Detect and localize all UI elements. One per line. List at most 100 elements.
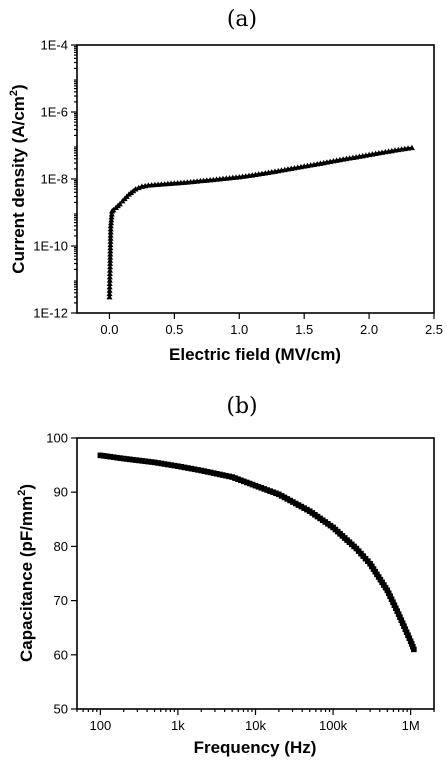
panel-a-y-axis-title-main: Current density (A/cm (9, 96, 28, 274)
panel-b: (b) 100 1k 10k 100k 1M 50 60 70 80 90 100 Frequenc… (16, 394, 435, 757)
panel-b-data-marker (155, 460, 161, 466)
panel-b-data-marker (284, 496, 291, 502)
panel-b-data-marker (403, 629, 410, 636)
panel-b-data-marker (267, 488, 273, 494)
panel-b-y-axis-title-sup: 2 (16, 490, 28, 496)
panel-b-data-marker (390, 599, 396, 606)
panel-b-data-marker (213, 470, 220, 477)
panel-a-frame (76, 44, 435, 314)
panel-b-data-marker (388, 596, 395, 603)
panel-b-data-marker (405, 632, 411, 639)
panel-a-data-marker (107, 232, 114, 238)
panel-a-data-marker (107, 225, 114, 232)
panel-a-axes: 0.0 0.5 1.0 1.5 2.0 2.5 1E-12 1E-10 1E-8 1E-6 1E-4 (33, 38, 443, 338)
panel-a-data-marker (106, 280, 113, 287)
panel-a-data-marker (108, 219, 115, 226)
panel-b-data-marker (104, 453, 110, 460)
panel-b-data-marker (278, 493, 285, 499)
panel-b-data-marker (261, 486, 268, 492)
panel-a-data-marker (408, 144, 415, 151)
panel-b-data-marker (399, 620, 406, 626)
panel-b-data-marker (139, 458, 146, 464)
panel-b-data-marker (292, 500, 299, 507)
panel-b-y-tick-label: 50 (54, 702, 68, 717)
panel-a-data-marker (107, 229, 114, 235)
panel-a-series (106, 144, 415, 300)
panel-b-data-marker (235, 476, 241, 482)
panel-b-data-marker (229, 474, 235, 480)
panel-b-data-marker (281, 494, 288, 501)
panel-b-data-marker (270, 489, 276, 495)
panel-b-data-marker (204, 469, 211, 475)
panel-b-data-marker (273, 490, 279, 497)
panel-b-data-marker (394, 608, 401, 614)
panel-b-data-marker (97, 452, 104, 459)
panel-b-data-marker (287, 497, 293, 504)
panel-a-data-marker (108, 216, 115, 223)
panel-b-data-marker (241, 478, 247, 485)
panel-b-data-marker (301, 505, 307, 511)
panel-b-data-marker (178, 464, 185, 470)
panel-b-data-marker (220, 472, 226, 478)
panel-b-data-marker (181, 464, 188, 471)
panel-a-data-marker (107, 257, 114, 263)
panel-a-data-marker (107, 254, 114, 260)
panel-b-data-marker (158, 460, 165, 467)
panel-b-data-marker (276, 491, 282, 498)
panel-a-data-marker (106, 290, 113, 297)
panel-b-data-marker (249, 481, 256, 488)
panel-b-y-tick-label: 80 (54, 539, 68, 554)
panel-b-data-marker (145, 458, 152, 465)
panel-b-data-marker (258, 485, 265, 491)
panel-b-data-marker (255, 483, 262, 490)
panel-a-data-marker (108, 211, 115, 217)
panel-a-x-tick-label: 2.0 (360, 322, 378, 337)
panel-b-data-marker (411, 646, 417, 653)
panel-b-data-marker (165, 461, 171, 468)
panel-a-data-marker (108, 214, 115, 220)
panel-b-data-marker (401, 623, 407, 629)
panel-a-y-axis-title-close: ) (9, 84, 28, 90)
panel-b-data-marker (402, 626, 409, 633)
panel-b-data-marker (136, 457, 142, 464)
panel-b-axes: 100 1k 10k 100k 1M 50 60 70 80 90 100 (46, 431, 435, 733)
panel-b-data-marker (161, 461, 168, 467)
panel-b-data-marker (385, 590, 392, 597)
panel-b-data-marker (238, 477, 244, 484)
panel-b-data-marker (217, 471, 223, 478)
panel-b-data-marker (226, 473, 232, 480)
panel-b-x-axis-title: Frequency (Hz) (194, 738, 317, 757)
panel-b-data-marker (243, 479, 250, 486)
panel-a-data-marker (107, 251, 114, 257)
panel-b-label: (b) (226, 394, 257, 419)
panel-b-data-marker (392, 605, 399, 611)
panel-a: (a) 0.0 0.5 1.0 1.5 2.0 2.5 1E-12 1E-10 1E-8 1E-6… (8, 7, 443, 364)
panel-b-data-marker (395, 611, 402, 617)
panel-a-data-marker (106, 287, 113, 293)
panel-b-data-marker (295, 502, 302, 508)
panel-b-data-marker (127, 456, 133, 463)
panel-b-data-marker (195, 467, 201, 473)
panel-a-data-marker (106, 277, 113, 283)
panel-b-data-marker (148, 459, 155, 465)
panel-b-data-marker (391, 602, 398, 609)
panel-b-y-tick-label: 100 (46, 431, 68, 446)
panel-b-data-marker (117, 455, 124, 461)
panel-b-data-marker (123, 456, 130, 462)
panel-a-data-marker (107, 222, 114, 229)
panel-a-data-marker (107, 247, 114, 254)
panel-a-data-marker (107, 241, 114, 248)
panel-b-data-marker (198, 467, 205, 474)
panel-a-data-marker (116, 200, 123, 207)
panel-b-data-marker (387, 593, 393, 600)
panel-b-data-marker (298, 503, 305, 510)
panel-a-y-tick-label: 1E-10 (33, 239, 68, 254)
panel-b-data-marker (185, 465, 191, 471)
panel-b-data-marker (264, 487, 270, 493)
panel-a-series-line (108, 146, 413, 298)
panel-a-y-tick-label: 1E-12 (33, 306, 68, 321)
panel-b-data-marker (171, 462, 178, 469)
panel-a-data-marker (107, 235, 114, 241)
panel-b-frame (76, 437, 435, 710)
panel-b-y-axis-title: Capacitance (pF/mm2) (16, 484, 36, 662)
